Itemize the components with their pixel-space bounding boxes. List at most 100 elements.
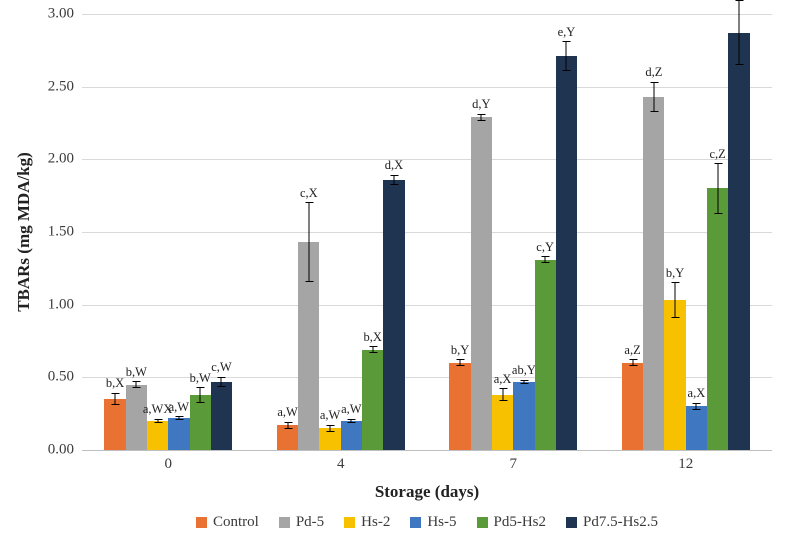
error-bar — [351, 419, 352, 422]
gridline — [82, 14, 772, 15]
error-bar — [632, 360, 633, 366]
bar-sig-label: b,X — [106, 376, 124, 391]
bar-pd5hs2 — [707, 188, 728, 450]
bar-sig-label: c,Y — [536, 240, 554, 255]
error-bar — [115, 393, 116, 405]
bar-pd5hs2 — [535, 260, 556, 450]
bar-sig-label: a,X — [688, 386, 706, 401]
gridline — [82, 232, 772, 233]
bar-control — [104, 399, 125, 450]
legend-label: Control — [213, 514, 259, 531]
legend-item-pd5: Pd-5 — [279, 514, 324, 531]
error-bar — [523, 380, 524, 383]
error-bar — [136, 382, 137, 388]
x-tick-label: 0 — [165, 450, 173, 473]
bar-sig-label: b,W — [126, 365, 147, 380]
bar-control — [622, 363, 643, 450]
bar-pd75hs25 — [728, 33, 749, 450]
error-bar — [308, 203, 309, 281]
error-bar — [460, 360, 461, 366]
bar-control — [449, 363, 470, 450]
error-bar — [221, 377, 222, 386]
y-tick-label: 3.00 — [48, 6, 82, 23]
bar-pd5 — [471, 117, 492, 450]
legend-label: Hs-5 — [427, 514, 456, 531]
bar-sig-label: b,Y — [666, 266, 684, 281]
bar-sig-label: e,Y — [558, 25, 576, 40]
bar-hs5 — [168, 418, 189, 450]
bar-pd5hs2 — [362, 350, 383, 450]
legend-swatch — [566, 517, 577, 528]
y-tick-label: 1.00 — [48, 296, 82, 313]
bar-sig-label: b,W — [190, 371, 211, 386]
bar-sig-label: a,Z — [624, 343, 640, 358]
error-bar — [502, 389, 503, 401]
error-bar — [157, 419, 158, 422]
error-bar — [717, 164, 718, 213]
bar-pd75hs25 — [556, 56, 577, 450]
bar-hs5 — [341, 421, 362, 450]
legend-swatch — [410, 517, 421, 528]
bar-sig-label: a,W — [277, 405, 297, 420]
plot-area: 0.000.501.001.502.002.503.000b,Xb,Wa,WXa… — [82, 14, 772, 450]
legend-item-pd5hs2: Pd5-Hs2 — [477, 514, 547, 531]
bar-sig-label: c,W — [211, 360, 231, 375]
bar-hs2 — [147, 421, 168, 450]
x-tick-label: 4 — [337, 450, 345, 473]
legend: Control Pd-5 Hs-2 Hs-5 Pd5-Hs2 Pd7.5-Hs2.5 — [82, 514, 772, 531]
bar-pd75hs25 — [383, 180, 404, 450]
y-tick-label: 0.00 — [48, 442, 82, 459]
x-tick-label: 7 — [510, 450, 518, 473]
error-bar — [393, 175, 394, 184]
error-bar — [545, 257, 546, 263]
gridline — [82, 159, 772, 160]
legend-swatch — [196, 517, 207, 528]
bar-sig-label: a,W — [320, 408, 340, 423]
bar-pd75hs25 — [211, 382, 232, 450]
error-bar — [372, 347, 373, 353]
gridline — [82, 87, 772, 88]
bar-control — [277, 425, 298, 450]
legend-label: Pd-5 — [296, 514, 324, 531]
gridline — [82, 450, 772, 451]
legend-swatch — [344, 517, 355, 528]
bar-sig-label: c,X — [300, 186, 318, 201]
bar-sig-label: b,X — [363, 330, 381, 345]
x-axis-title: Storage (days) — [375, 482, 479, 502]
error-bar — [200, 388, 201, 403]
error-bar — [696, 403, 697, 409]
error-bar — [481, 114, 482, 120]
legend-label: Pd7.5-Hs2.5 — [583, 514, 658, 531]
bar-sig-label: a,W — [341, 402, 361, 417]
legend-item-hs5: Hs-5 — [410, 514, 456, 531]
bar-pd5 — [643, 97, 664, 450]
error-bar — [287, 422, 288, 428]
bar-sig-label: d,Z — [645, 65, 662, 80]
legend-label: Hs-2 — [361, 514, 390, 531]
legend-item-pd75hs25: Pd7.5-Hs2.5 — [566, 514, 658, 531]
error-bar — [566, 42, 567, 71]
legend-label: Pd5-Hs2 — [494, 514, 547, 531]
error-bar — [738, 1, 739, 65]
y-tick-label: 0.50 — [48, 369, 82, 386]
y-tick-label: 2.50 — [48, 78, 82, 95]
bar-sig-label: a,W — [169, 400, 189, 415]
legend-swatch — [279, 517, 290, 528]
legend-item-hs2: Hs-2 — [344, 514, 390, 531]
error-bar — [653, 82, 654, 111]
y-tick-label: 2.00 — [48, 151, 82, 168]
x-tick-label: 12 — [678, 450, 693, 473]
bar-hs2 — [664, 300, 685, 450]
bar-hs5 — [686, 406, 707, 450]
legend-item-control: Control — [196, 514, 259, 531]
y-axis-title: TBARs (mg MDA/kg) — [14, 152, 34, 312]
tbars-bar-chart: 0.000.501.001.502.002.503.000b,Xb,Wa,WXa… — [0, 0, 792, 546]
bar-sig-label: d,X — [385, 158, 403, 173]
bar-sig-label: c,Z — [710, 147, 726, 162]
bar-sig-label: ab,Y — [512, 363, 536, 378]
bar-hs5 — [513, 382, 534, 450]
bar-sig-label: b,Y — [451, 343, 469, 358]
error-bar — [178, 417, 179, 420]
error-bar — [675, 283, 676, 318]
bar-sig-label: d,Y — [472, 97, 490, 112]
